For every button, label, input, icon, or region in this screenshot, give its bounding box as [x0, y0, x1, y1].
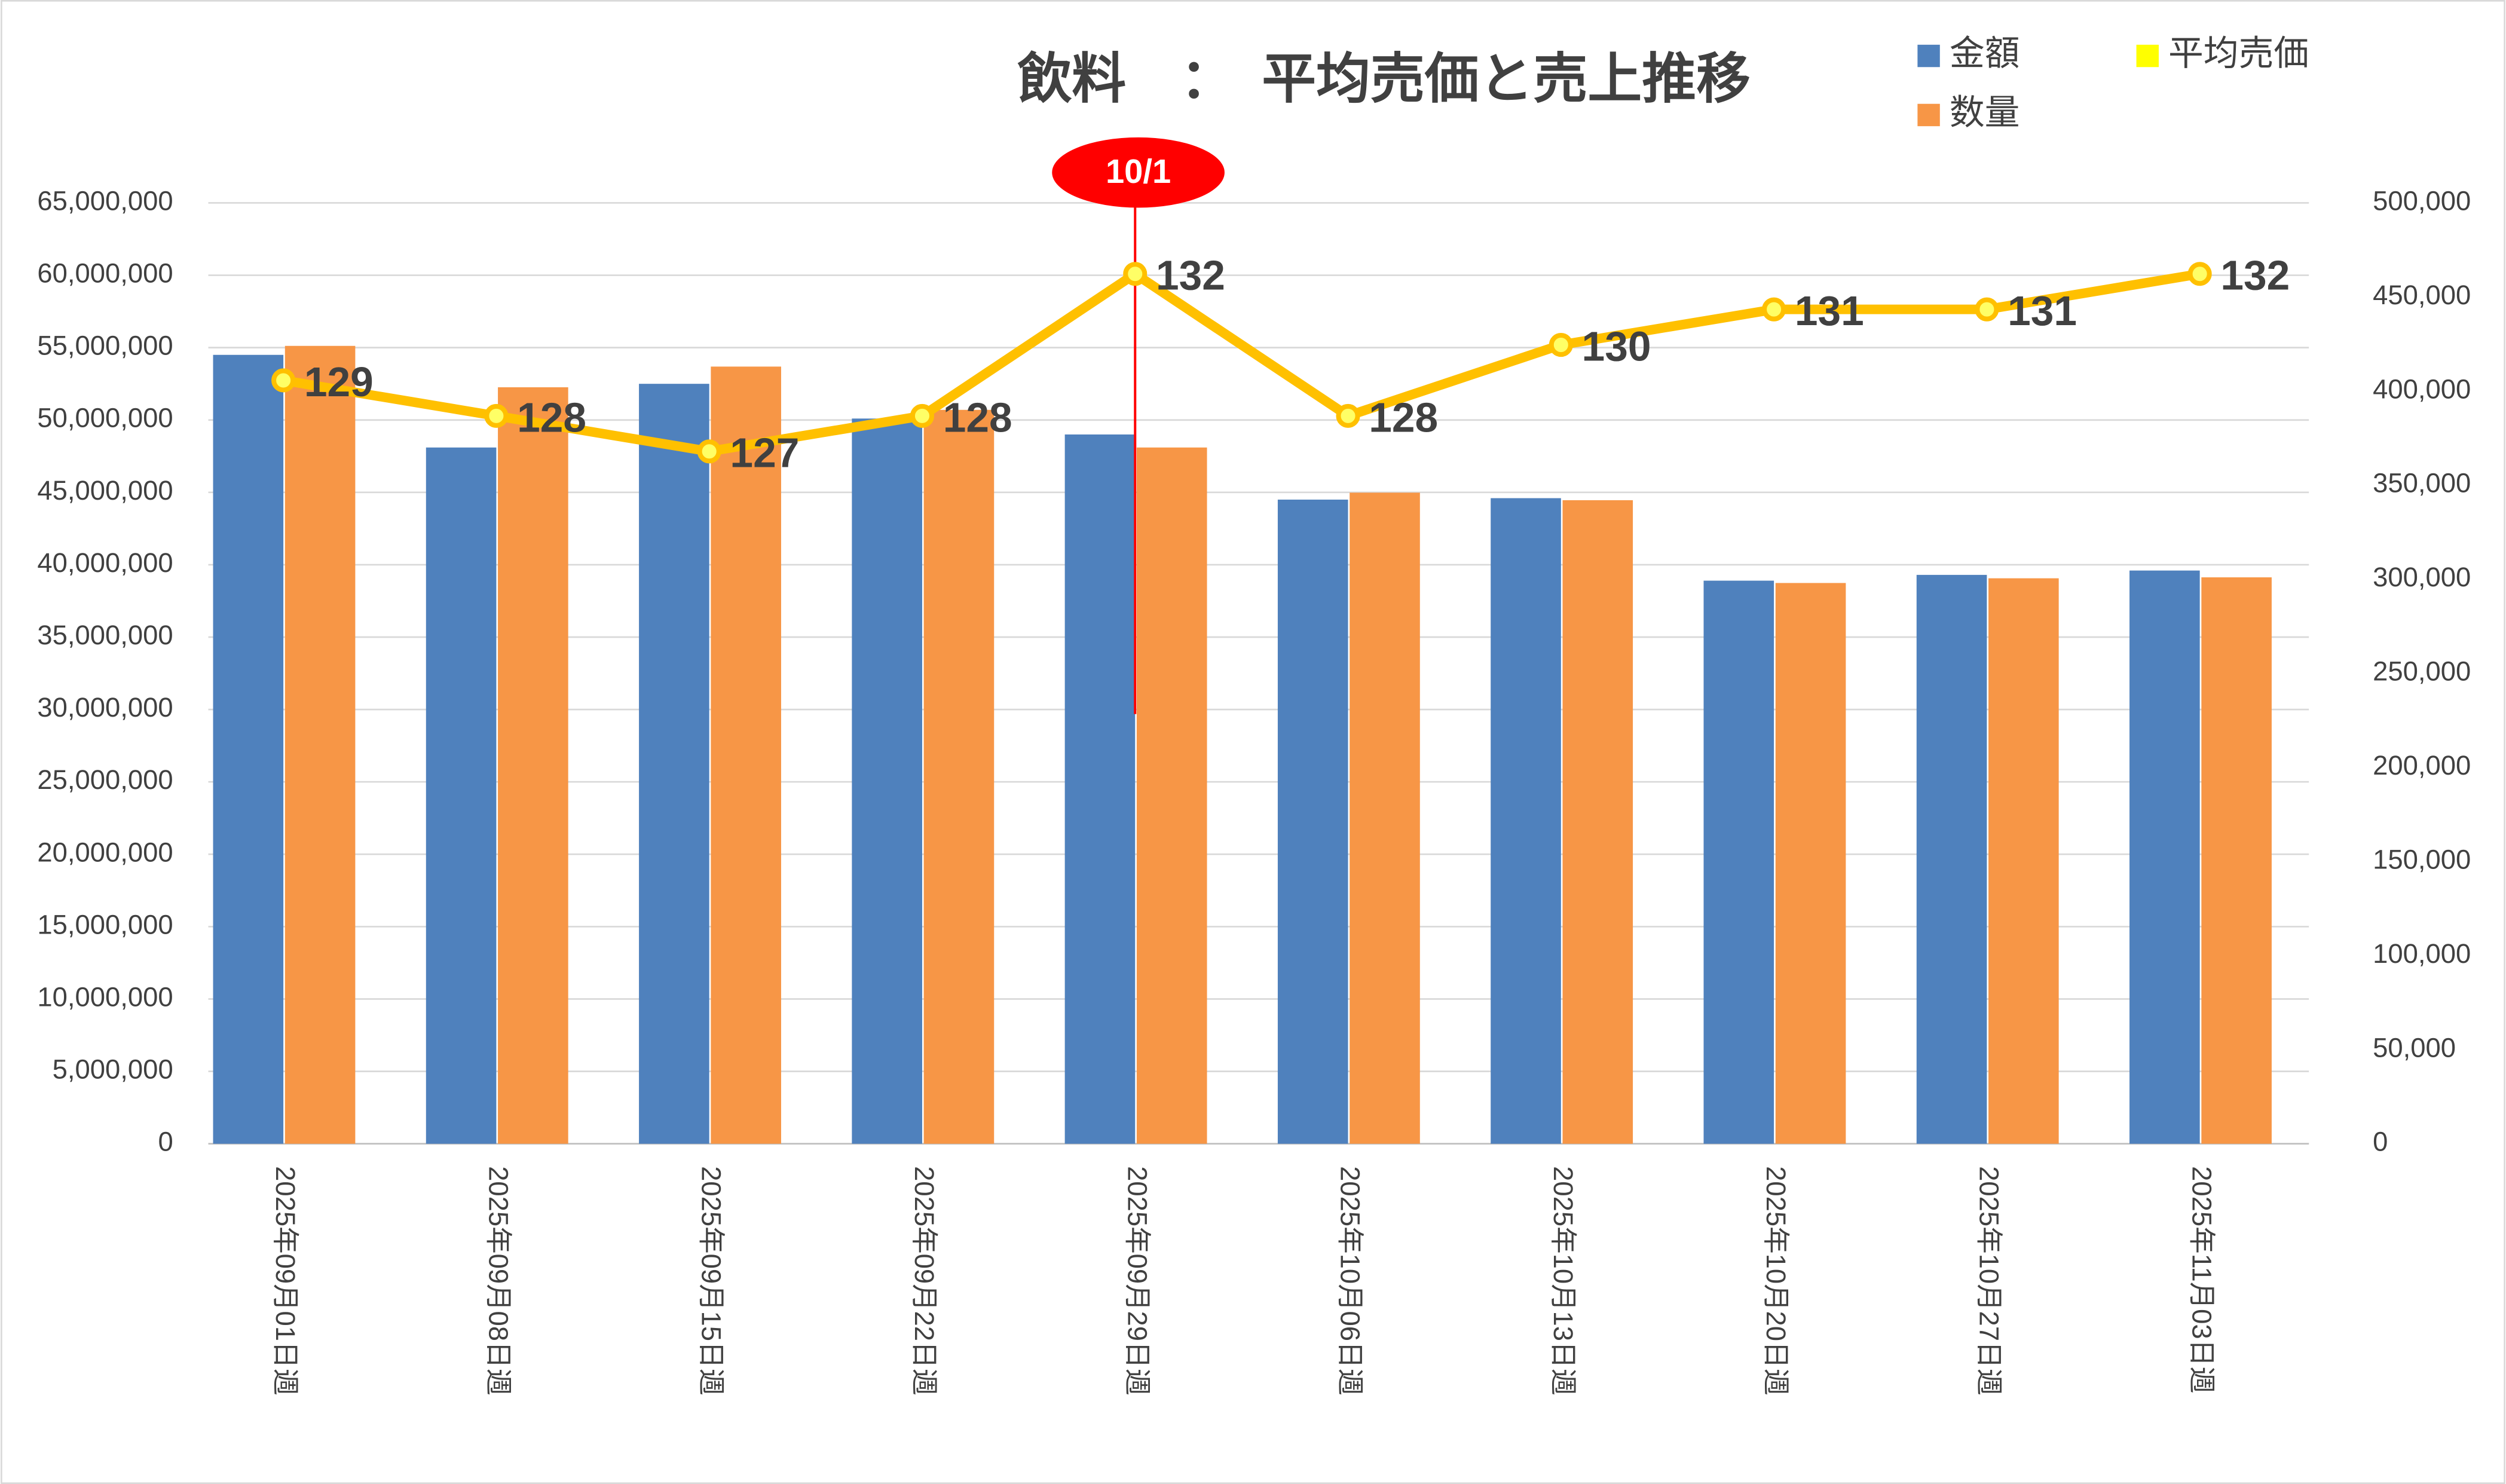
line-point: [1336, 403, 1360, 428]
data-label: 130: [1582, 323, 1651, 369]
line-point: [697, 439, 721, 464]
legend-swatch: [2136, 44, 2159, 68]
data-label: 128: [517, 394, 586, 440]
y2-tick-label: 50,000: [2373, 1032, 2456, 1063]
y-tick-label: 65,000,000: [37, 185, 173, 216]
data-label: 128: [943, 394, 1012, 440]
bar: [1703, 580, 1774, 1144]
bar: [1277, 499, 1348, 1144]
line-point: [1123, 262, 1148, 286]
y-tick-label: 30,000,000: [37, 692, 173, 723]
y-tick-label: 0: [158, 1127, 173, 1157]
bar: [1491, 498, 1561, 1144]
y-tick-label: 55,000,000: [37, 331, 173, 361]
x-tick-label: 2025年10月13日週: [1548, 1166, 1578, 1396]
line-point: [910, 403, 935, 428]
y2-tick-label: 200,000: [2373, 750, 2471, 781]
chart-title: 飲料 ： 平均売価と売上推移: [1017, 49, 1751, 109]
line-point: [2187, 262, 2212, 286]
bar: [1916, 574, 1987, 1144]
y2-tick-label: 400,000: [2373, 374, 2471, 404]
bar: [1064, 434, 1136, 1144]
line-point: [1975, 297, 1999, 322]
y2-tick-label: 300,000: [2373, 562, 2471, 592]
line-point: [271, 368, 296, 393]
y2-tick-label: 100,000: [2373, 938, 2471, 969]
annotation-text: 10/1: [1106, 152, 1171, 190]
legend-label: 平均売価: [2168, 34, 2309, 73]
x-tick-label: 2025年11月03日週: [2187, 1166, 2217, 1393]
legend-swatch: [1917, 103, 1940, 127]
data-label: 131: [2008, 287, 2077, 334]
y-tick-label: 15,000,000: [37, 909, 173, 940]
y-tick-label: 50,000,000: [37, 403, 173, 433]
bar: [711, 366, 781, 1144]
y-tick-label: 25,000,000: [37, 764, 173, 795]
line-point: [1549, 333, 1573, 357]
annotation-marker: [1052, 137, 1225, 208]
y2-tick-label: 150,000: [2373, 844, 2471, 874]
bar: [2201, 577, 2272, 1144]
bar: [1350, 492, 1420, 1144]
data-label: 132: [1156, 252, 1225, 299]
bar: [1136, 447, 1207, 1144]
y-tick-label: 40,000,000: [37, 547, 173, 578]
line: [282, 269, 2201, 457]
y-tick-label: 10,000,000: [37, 982, 173, 1012]
x-tick-label: 2025年10月20日週: [1761, 1166, 1791, 1396]
y-tick-label: 45,000,000: [37, 475, 173, 506]
bar: [639, 384, 709, 1144]
line-point: [1762, 297, 1786, 322]
legend-label: 数量: [1950, 93, 2020, 132]
bar: [498, 387, 568, 1144]
bar: [213, 354, 284, 1144]
data-label: 127: [730, 430, 799, 476]
x-tick-label: 2025年09月29日週: [1122, 1166, 1152, 1396]
x-tick-label: 2025年09月15日週: [696, 1166, 727, 1396]
x-tick-label: 2025年09月22日週: [909, 1166, 940, 1396]
x-tick-label: 2025年10月06日週: [1335, 1166, 1366, 1396]
y-tick-label: 60,000,000: [37, 258, 173, 289]
bar: [923, 409, 995, 1144]
x-tick-label: 2025年09月01日週: [270, 1166, 301, 1396]
y2-tick-label: 0: [2373, 1127, 2388, 1157]
x-tick-label: 2025年10月27日週: [1973, 1166, 2004, 1396]
bar: [2129, 570, 2200, 1144]
bar: [1775, 583, 1846, 1144]
data-label: 128: [1369, 394, 1438, 440]
y2-tick-label: 450,000: [2373, 280, 2471, 310]
y-tick-label: 20,000,000: [37, 837, 173, 867]
y2-tick-label: 250,000: [2373, 656, 2471, 687]
bar: [284, 345, 356, 1144]
y-tick-label: 35,000,000: [37, 620, 173, 650]
bar: [1562, 500, 1633, 1144]
y2-tick-label: 350,000: [2373, 468, 2471, 498]
line-point: [484, 403, 509, 428]
data-label: 131: [1795, 287, 1864, 334]
bar: [852, 418, 922, 1144]
x-tick-label: 2025年09月08日週: [483, 1166, 513, 1396]
legend-swatch: [1917, 44, 1940, 68]
y2-tick-label: 500,000: [2373, 185, 2471, 216]
data-label: 129: [304, 359, 374, 405]
bar: [426, 447, 497, 1144]
bar: [1988, 578, 2059, 1144]
legend-label: 金額: [1950, 34, 2020, 73]
y-tick-label: 5,000,000: [53, 1054, 173, 1085]
data-label: 132: [2220, 252, 2290, 299]
